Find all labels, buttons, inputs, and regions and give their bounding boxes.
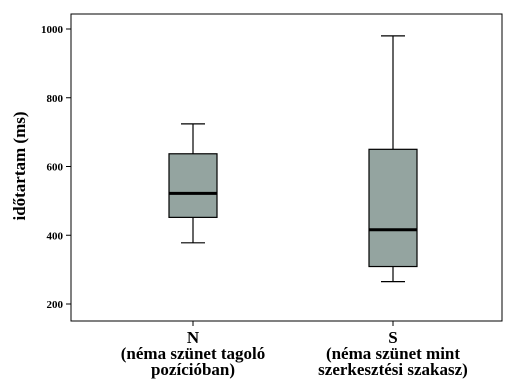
y-tick-label: 600 [47, 162, 64, 174]
x-category-label: (néma szünet tagoló [121, 344, 265, 363]
x-category-label: (néma szünet mint [326, 344, 460, 363]
y-tick-label: 800 [47, 93, 64, 105]
box-2 [368, 35, 418, 283]
x-category-label: S [388, 328, 397, 347]
y-axis-title: időtartam (ms) [10, 111, 29, 220]
y-axis: 200 400 600 800 1000 [41, 24, 71, 311]
boxes [168, 35, 418, 283]
plot-frame [70, 13, 503, 322]
y-tick-label: 1000 [41, 24, 64, 36]
iqr-box [368, 148, 418, 268]
x-category-label: N [187, 328, 200, 347]
iqr-box [168, 153, 218, 218]
y-tick-label: 200 [47, 299, 64, 311]
x-category-label: pozícióban) [151, 360, 235, 379]
y-tick-label: 400 [47, 230, 64, 242]
x-category-label: szerkesztési szakasz) [318, 360, 468, 379]
box-1 [168, 123, 218, 244]
